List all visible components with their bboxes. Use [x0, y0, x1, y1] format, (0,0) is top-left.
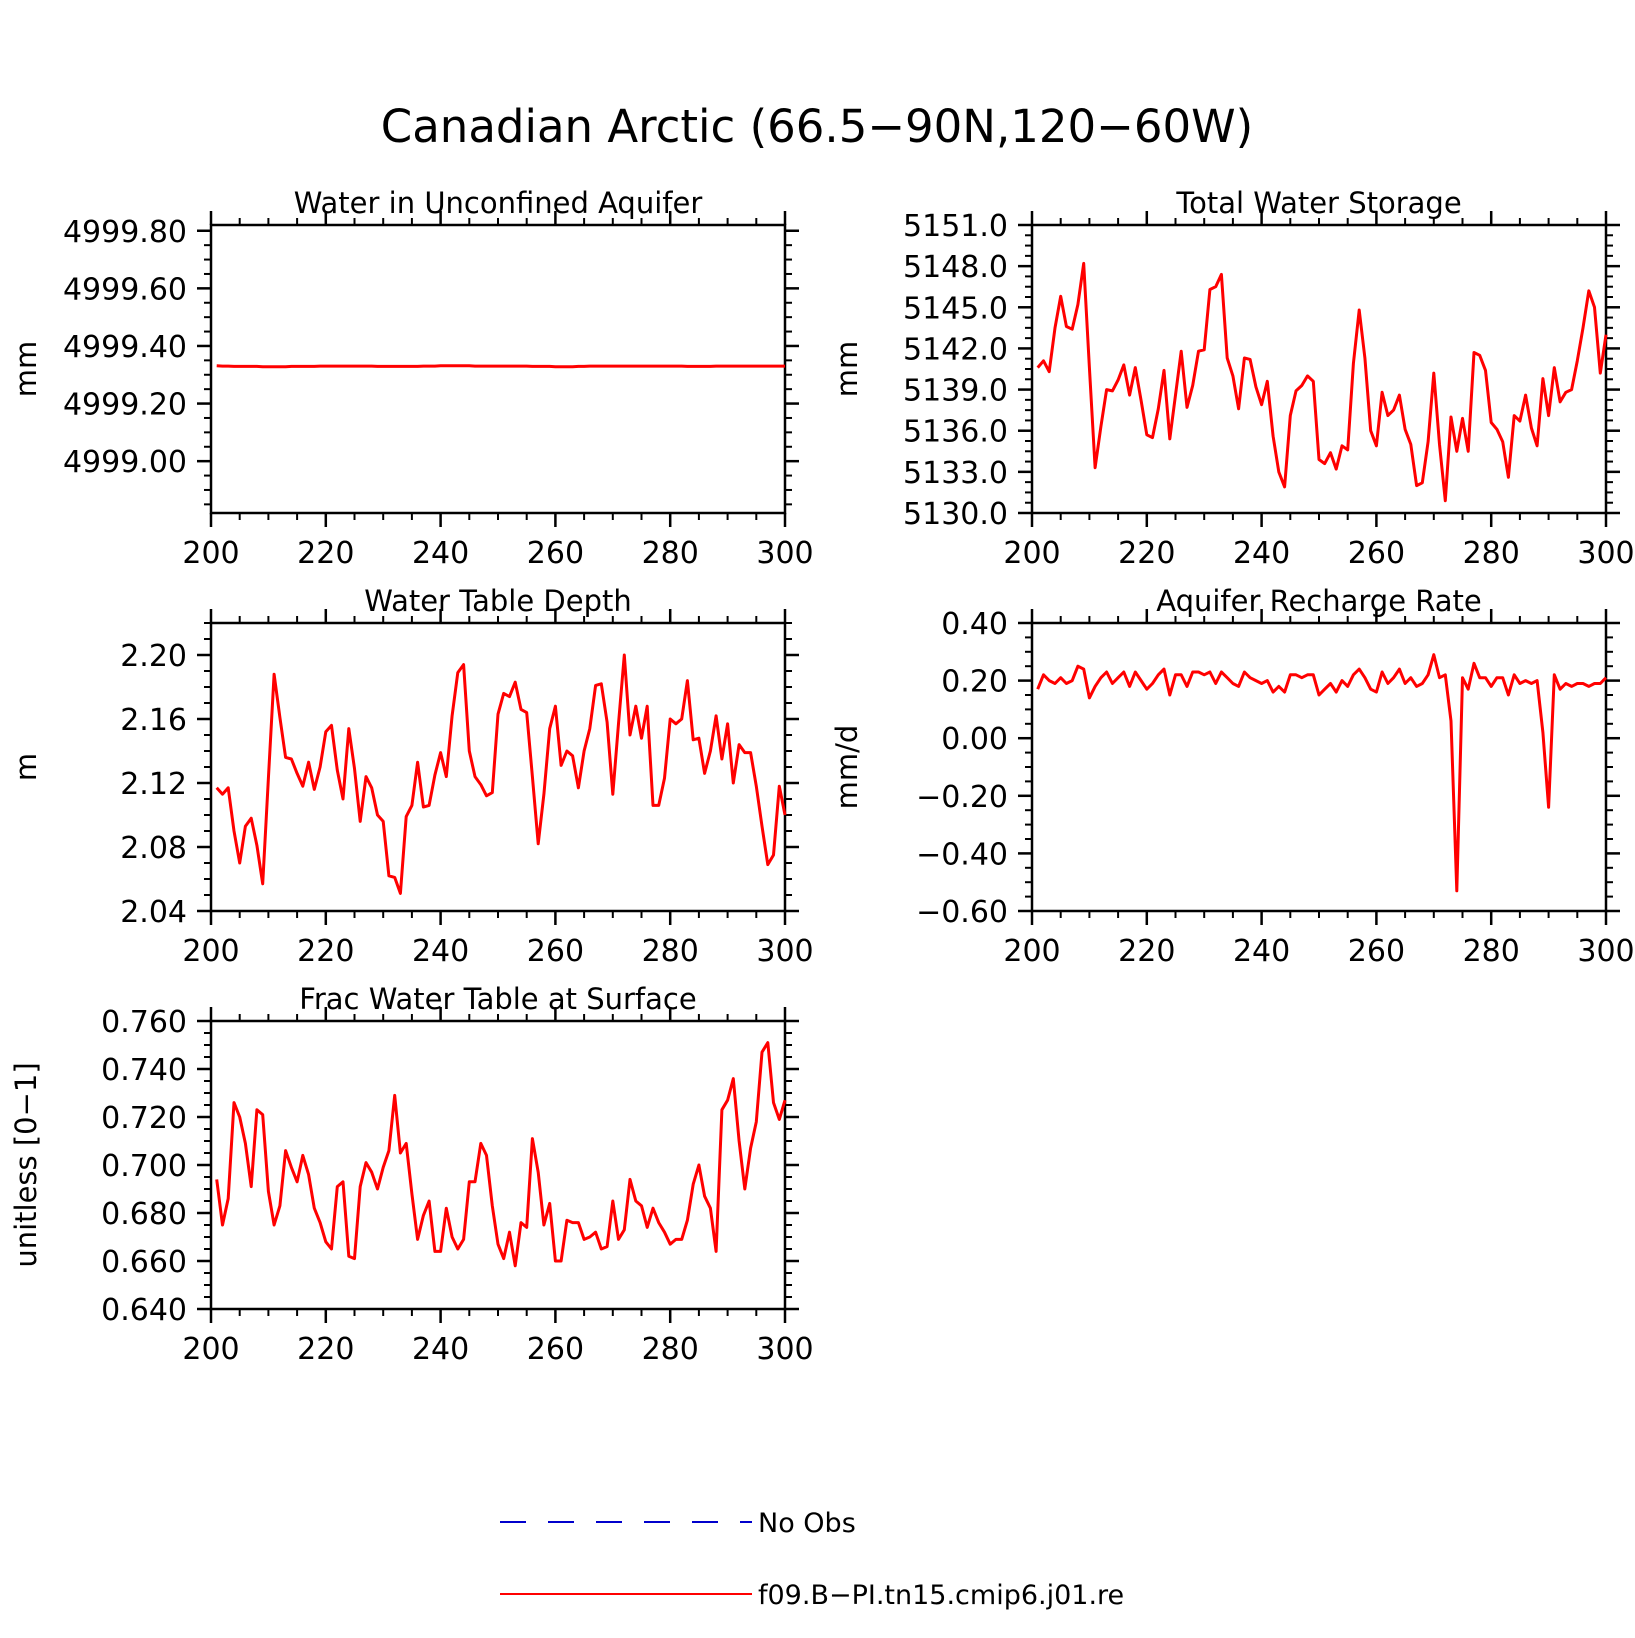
plot-frame — [1030, 223, 1608, 515]
y-axis-label: m — [9, 753, 43, 781]
y-tick-label: 0.660 — [101, 1245, 187, 1280]
y-tick-label: 0.760 — [101, 1005, 187, 1040]
figure-title: Canadian Arctic (66.5−90N,120−60W) — [381, 100, 1253, 153]
x-tick-label: 240 — [1233, 536, 1290, 571]
x-tick-label: 280 — [642, 1332, 699, 1367]
x-tick-label: 200 — [182, 1332, 239, 1367]
plot-frame — [209, 223, 787, 515]
x-tick-label: 220 — [297, 934, 354, 969]
x-tick-label: 260 — [1348, 934, 1405, 969]
chart-title: Total Water Storage — [1175, 186, 1461, 220]
y-tick-label: 0.40 — [941, 607, 1008, 642]
series-line — [1036, 653, 1608, 893]
x-tick-label: 240 — [412, 1332, 469, 1367]
x-tick-label: 240 — [412, 934, 469, 969]
y-tick-label: 0.640 — [101, 1293, 187, 1328]
y-tick-label: 2.20 — [120, 639, 187, 674]
x-tick-label: 220 — [1118, 536, 1175, 571]
x-tick-label: 220 — [297, 536, 354, 571]
chart-title: Water in Unconfined Aquifer — [294, 186, 703, 220]
y-tick-label: −0.40 — [916, 837, 1008, 872]
chart-panel-1: Water in Unconfined Aquifer mm 200 220 240 26… — [9, 186, 814, 571]
x-tick-label: 280 — [1463, 934, 1520, 969]
y-tick-label: 4999.20 — [63, 388, 187, 423]
y-axis-label: mm/d — [830, 725, 864, 810]
x-tick-label: 300 — [756, 1332, 813, 1367]
x-tick-label: 220 — [297, 1332, 354, 1367]
x-tick-label: 280 — [642, 536, 699, 571]
y-tick-label: 4999.60 — [63, 272, 187, 307]
x-tick-label: 280 — [642, 934, 699, 969]
y-tick-label: 5145.0 — [903, 291, 1008, 326]
y-tick-label: 2.16 — [120, 703, 187, 738]
y-tick-label: 0.700 — [101, 1149, 187, 1184]
series-line — [215, 1041, 787, 1268]
x-tick-label: 280 — [1463, 536, 1520, 571]
series-line — [215, 653, 787, 895]
x-tick-label: 200 — [1003, 536, 1060, 571]
x-tick-label: 300 — [756, 934, 813, 969]
x-tick-label: 220 — [1118, 934, 1175, 969]
y-tick-label: 4999.40 — [63, 330, 187, 365]
y-tick-label: 0.20 — [941, 665, 1008, 700]
y-tick-label: 5139.0 — [903, 374, 1008, 409]
y-tick-label: 5148.0 — [903, 250, 1008, 285]
plot-frame — [1030, 621, 1608, 913]
series-line — [1036, 261, 1608, 503]
x-tick-label: 200 — [1003, 934, 1060, 969]
x-tick-label: 260 — [1348, 536, 1405, 571]
y-tick-label: 2.08 — [120, 831, 187, 866]
plot-frame — [209, 621, 787, 913]
x-tick-label: 200 — [182, 536, 239, 571]
y-axis-label: mm — [9, 341, 43, 398]
series-line — [216, 364, 785, 369]
chart-title: Water Table Depth — [364, 584, 632, 618]
x-tick-label: 240 — [1233, 934, 1290, 969]
y-tick-label: 2.04 — [120, 895, 187, 930]
chart-panel-4: Aquifer Recharge Rate mm/d 200 220 240 260 280… — [830, 584, 1635, 969]
chart-panel-2: Total Water Storage mm 200 220 240 260 280 300 5… — [830, 186, 1635, 571]
chart-panel-3: Water Table Depth m 200 220 240 260 280 300 2.04… — [9, 584, 814, 969]
x-tick-label: 260 — [527, 536, 584, 571]
y-tick-label: −0.60 — [916, 895, 1008, 930]
chart-title: Frac Water Table at Surface — [299, 982, 696, 1016]
y-axis-label: mm — [830, 341, 864, 398]
y-tick-label: 4999.80 — [63, 215, 187, 250]
y-axis-label: unitless [0−1] — [9, 1062, 43, 1267]
x-tick-label: 240 — [412, 536, 469, 571]
y-tick-label: 0.740 — [101, 1053, 187, 1088]
chart-title: Aquifer Recharge Rate — [1156, 584, 1482, 618]
x-tick-label: 300 — [756, 536, 813, 571]
y-tick-label: 5136.0 — [903, 415, 1008, 450]
x-tick-label: 200 — [182, 934, 239, 969]
y-tick-label: 5151.0 — [903, 209, 1008, 244]
y-tick-label: 5133.0 — [903, 456, 1008, 491]
x-tick-label: 300 — [1577, 934, 1634, 969]
y-tick-label: 5142.0 — [903, 332, 1008, 367]
x-tick-label: 260 — [527, 1332, 584, 1367]
x-tick-label: 260 — [527, 934, 584, 969]
charts: Water in Unconfined Aquifer mm 200 220 240 26… — [9, 186, 1635, 1367]
y-tick-label: 4999.00 — [63, 445, 187, 480]
chart-panel-5: Frac Water Table at Surface unitless [0−1… — [9, 982, 814, 1367]
legend-label-1: No Obs — [758, 1508, 856, 1539]
legend: No Obs f09.B−PI.tn15.cmip6.j01.re — [500, 1508, 1124, 1611]
legend-label-2: f09.B−PI.tn15.cmip6.j01.re — [758, 1580, 1124, 1611]
y-tick-label: 0.00 — [941, 722, 1008, 757]
y-tick-label: 2.12 — [120, 767, 187, 802]
y-tick-label: 0.680 — [101, 1197, 187, 1232]
y-tick-label: −0.20 — [916, 780, 1008, 815]
x-tick-label: 300 — [1577, 536, 1634, 571]
y-tick-label: 0.720 — [101, 1101, 187, 1136]
y-tick-label: 5130.0 — [903, 497, 1008, 532]
